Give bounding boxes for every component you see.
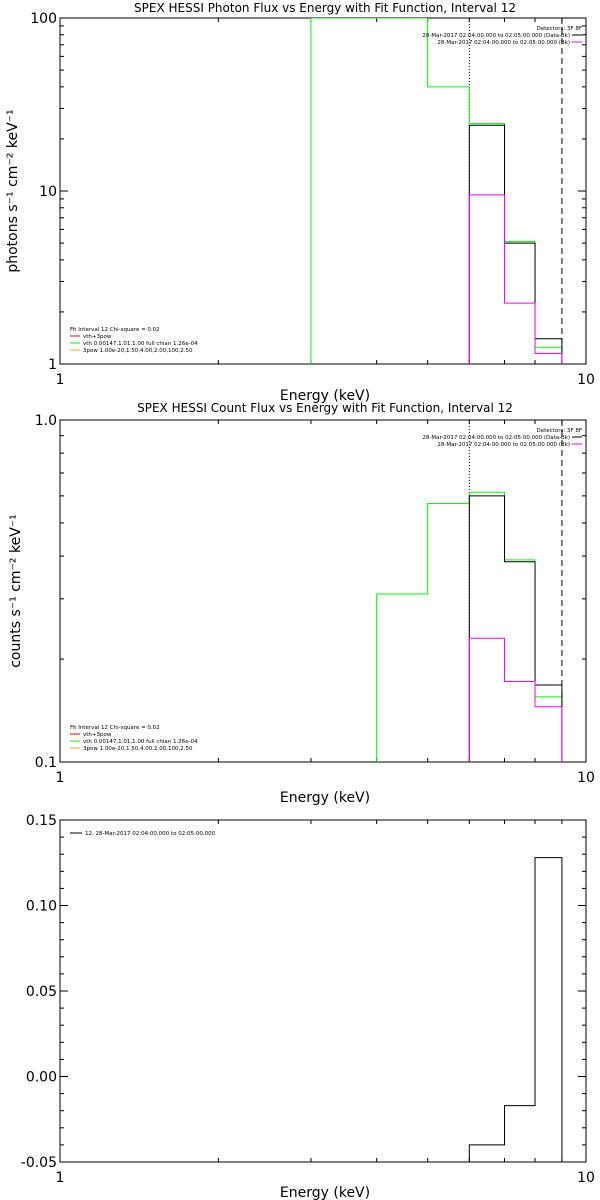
y-tick-label: 1.0 xyxy=(35,413,57,429)
y-axis-label: photons s⁻¹ cm⁻² keV⁻¹ xyxy=(5,109,21,272)
x-tick-label: 1 xyxy=(56,372,65,388)
residuals-panel: 1 10 -0.05 0.00 0.05 0.10 0.15 12. 28-Mar-2017 … xyxy=(21,813,595,1200)
legend-entry-label: 28-Mar-2017 02:04:00.000 to 02:05:00.000… xyxy=(422,435,570,441)
series-line-vth xyxy=(310,18,563,364)
y-tick-label: 0.00 xyxy=(26,1070,57,1086)
y-tick-label: 10 xyxy=(39,184,57,200)
clipped-marks xyxy=(310,18,563,364)
x-tick-label: 1 xyxy=(56,770,65,786)
y-axis-label: counts s⁻¹ cm⁻² keV⁻¹ xyxy=(8,514,24,668)
x-tick-label: 1 xyxy=(56,1170,65,1186)
y-tick-label: 0.05 xyxy=(26,984,57,1000)
x-axis-label: Energy (keV) xyxy=(280,790,370,806)
series-line-12 xyxy=(468,857,563,1162)
y-tick-label: 1 xyxy=(48,357,57,373)
legend-entry-label: 3pow 1.00e-20,1.50,4.00,2.00,100,2.50 xyxy=(83,348,193,354)
legend-entry-label: vth 0.00147,1.01,1.00 full chian 1.26e-0… xyxy=(83,739,198,745)
x-tick-label: 10 xyxy=(577,372,595,388)
legend-entry-label: 28-Mar-2017 02:04:00.000 to 02:05:00.000… xyxy=(422,33,570,39)
y-tick-label: 0.10 xyxy=(26,899,57,915)
legend-header: Fit Interval 12 Chi-square = 0.02 xyxy=(70,327,160,333)
series-line-vth xyxy=(376,491,563,762)
panel-title: SPEX HESSI Photon Flux vs Energy with Fi… xyxy=(134,1,516,15)
legend-entry-label: vth+3pow xyxy=(83,334,112,340)
series-line-bk xyxy=(468,637,563,762)
clipped-marks xyxy=(468,857,563,1162)
legend-entry-label: 12. 28-Mar-2017 02:04:00.000 to 02:05:00… xyxy=(85,831,216,837)
series-line-data-bk xyxy=(468,124,563,364)
plot-marks: 1 10 -0.05 0.00 0.05 0.10 0.15 12. 28-Mar-2017 … xyxy=(21,813,595,1186)
plot-frame xyxy=(59,819,587,1163)
legend-header: Detectors: 3F 8F xyxy=(536,26,582,32)
x-tick-label: 10 xyxy=(577,1170,595,1186)
count-flux-panel: SPEX HESSI Count Flux vs Energy with Fit… xyxy=(8,401,595,806)
panel-title: SPEX HESSI Count Flux vs Energy with Fit… xyxy=(137,401,513,415)
legend-entry-label: 3pow 1.00e-20,1.50,4.00,2.00,100,2.50 xyxy=(83,746,193,752)
legend-header: Fit Interval 12 Chi-square = 0.02 xyxy=(70,725,160,731)
legend-entry-label: vth 0.00147,1.01,1.00 full chian 1.26e-0… xyxy=(83,341,198,347)
legend-entry-label: 28-Mar-2017 02:04:00.000 to 02:05:00.000… xyxy=(437,40,570,46)
series-line-data-bk xyxy=(468,495,563,762)
legend-header: Detectors: 3F 8F xyxy=(536,428,582,434)
legend-entry-label: vth+3pow xyxy=(83,732,112,738)
x-axis-label: Energy (keV) xyxy=(280,1185,370,1200)
y-tick-label: -0.05 xyxy=(21,1155,57,1171)
x-axis-label: Energy (keV) xyxy=(280,388,370,404)
plot-frame xyxy=(59,17,587,365)
clipped-marks xyxy=(376,420,563,762)
y-tick-label: 0.1 xyxy=(35,755,57,771)
photon-flux-panel: SPEX HESSI Photon Flux vs Energy with Fi… xyxy=(5,1,595,404)
y-tick-label: 100 xyxy=(30,11,57,27)
series-line-bk xyxy=(468,194,563,364)
x-tick-label: 10 xyxy=(577,770,595,786)
legend-entry-label: 28-Mar-2017 02:04:00.000 to 02:05:00.000… xyxy=(437,442,570,448)
y-tick-label: 0.15 xyxy=(26,813,57,829)
plot-frame xyxy=(59,419,587,763)
